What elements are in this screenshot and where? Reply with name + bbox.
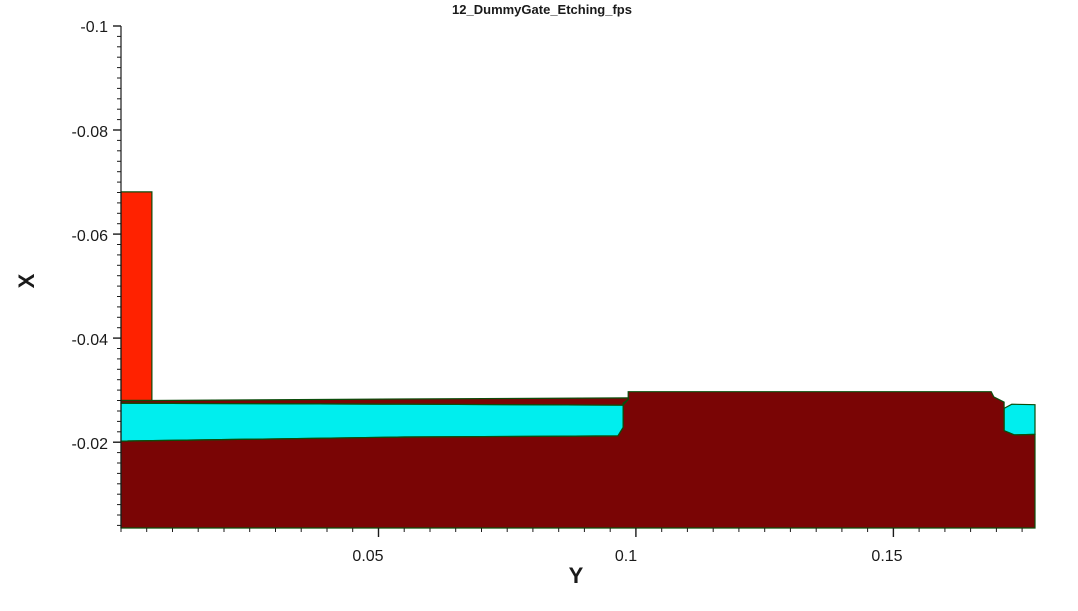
x-tick-label: 0.15	[871, 548, 902, 565]
y-tick-label: -0.08	[72, 124, 109, 141]
y-tick-label: -0.06	[72, 228, 109, 245]
y-axis-ticks	[113, 25, 121, 526]
y-tick-label: -0.02	[72, 436, 109, 453]
x-axis-title: Y	[569, 563, 584, 588]
region-outline	[1003, 403, 1036, 436]
x-tick-label: 0.1	[615, 548, 637, 565]
x-tick-label: 0.05	[352, 548, 383, 565]
chart-title: 12_DummyGate_Etching_fps	[452, 2, 632, 17]
y-tick-label: -0.04	[72, 332, 109, 349]
x-axis-ticks	[120, 528, 1023, 537]
material-region	[1004, 404, 1035, 435]
material-region	[121, 403, 624, 442]
material-region	[121, 391, 1035, 528]
material-regions	[121, 191, 1035, 528]
region-outline	[120, 397, 629, 406]
y-tick-label: -0.1	[80, 19, 108, 36]
material-region	[121, 191, 152, 401]
y-axis-title: X	[14, 273, 39, 288]
